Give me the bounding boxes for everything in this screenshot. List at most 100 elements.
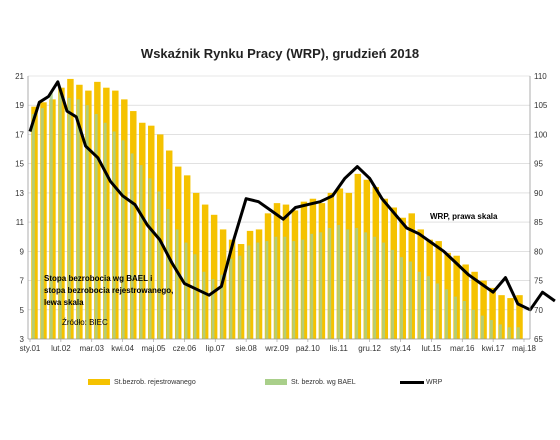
- bar-bael-31: [310, 233, 314, 339]
- bar-bael-46: [445, 289, 448, 339]
- x-tick-3: kwi.04: [111, 344, 134, 353]
- right-tick-3: 80: [534, 247, 543, 256]
- bar-bael-3: [58, 87, 62, 339]
- bar-bael-18: [193, 254, 197, 339]
- bar-bael-10: [121, 140, 125, 339]
- bar-bael-45: [436, 283, 439, 339]
- left-tick-6: 15: [15, 160, 24, 169]
- x-tick-16: maj.18: [512, 344, 537, 353]
- x-tick-11: gru.12: [358, 344, 381, 353]
- x-tick-10: lis.11: [330, 344, 349, 353]
- x-tick-15: kwi.17: [482, 344, 505, 353]
- bar-bael-29: [292, 241, 296, 339]
- bar-bael-22: [229, 258, 233, 339]
- annotation-unemployment-1: Stopa bezrobocia wg BAEL i: [44, 274, 152, 283]
- bar-bael-24: [247, 245, 251, 339]
- chart-title: Wskaźnik Rynku Pracy (WRP), grudzień 201…: [140, 46, 420, 61]
- bar-bael-38: [373, 236, 377, 339]
- right-tick-2: 75: [534, 277, 543, 286]
- bar-bael-40: [391, 249, 395, 339]
- bar-bael-48: [462, 301, 466, 339]
- bar-bael-54: [516, 327, 520, 339]
- bar-bael-16: [175, 229, 179, 339]
- bar-bael-41: [400, 257, 404, 339]
- x-tick-7: sie.08: [235, 344, 257, 353]
- bar-registered-50: [480, 280, 487, 339]
- left-tick-9: 21: [15, 72, 24, 81]
- bar-bael-25: [256, 242, 260, 339]
- bar-bael-39: [382, 242, 386, 339]
- left-tick-2: 7: [20, 277, 25, 286]
- bar-bael-9: [112, 131, 116, 339]
- bar-bael-2: [49, 92, 53, 339]
- annotations: WRP, prawa skala Stopa bezrobocia wg BAEL…: [44, 212, 498, 327]
- bar-bael-8: [103, 122, 107, 339]
- bar-bael-0: [31, 113, 35, 339]
- left-tick-5: 13: [15, 189, 24, 198]
- bar-registered-52: [498, 295, 505, 339]
- bar-series: [31, 78, 523, 340]
- bar-bael-23: [238, 255, 242, 339]
- bar-bael-34: [337, 225, 341, 339]
- bar-bael-4: [67, 97, 71, 340]
- bar-registered-49: [471, 271, 478, 339]
- x-tick-2: mar.03: [80, 344, 105, 353]
- right-tick-5: 90: [534, 189, 543, 198]
- wrp-line: [28, 80, 556, 312]
- right-tick-7: 100: [534, 130, 548, 139]
- x-tick-13: lut.15: [422, 344, 442, 353]
- annotation-wrp: WRP, prawa skala: [430, 212, 498, 221]
- bar-bael-21: [220, 274, 224, 339]
- bar-bael-50: [480, 315, 484, 339]
- bar-bael-43: [418, 271, 421, 339]
- left-tick-8: 19: [15, 101, 24, 110]
- right-tick-6: 95: [534, 160, 543, 169]
- bar-bael-49: [471, 309, 475, 339]
- bar-bael-51: [489, 320, 493, 339]
- bar-registered-53: [507, 298, 514, 339]
- bar-bael-36: [355, 227, 359, 339]
- bar-bael-14: [157, 191, 161, 339]
- left-tick-4: 11: [16, 218, 25, 227]
- x-tick-1: lut.02: [51, 344, 71, 353]
- bar-bael-47: [454, 296, 457, 339]
- annotation-unemployment-2: stopa bezrobocia rejestrowanego,: [44, 286, 173, 295]
- bar-bael-42: [409, 261, 413, 339]
- right-tick-8: 105: [534, 101, 548, 110]
- bar-registered-54: [516, 295, 523, 339]
- bar-bael-1: [40, 108, 44, 340]
- bar-bael-30: [301, 239, 305, 339]
- bar-bael-5: [76, 99, 80, 339]
- right-tick-0: 65: [534, 335, 543, 344]
- left-tick-7: 17: [15, 130, 24, 139]
- bar-bael-28: [283, 236, 287, 339]
- x-tick-6: lip.07: [206, 344, 226, 353]
- x-tick-9: paź.10: [296, 344, 321, 353]
- bar-bael-35: [346, 229, 350, 339]
- bar-bael-37: [364, 232, 368, 339]
- bar-bael-11: [130, 153, 134, 339]
- bar-bael-26: [265, 241, 269, 339]
- bar-bael-20: [211, 279, 215, 339]
- bar-bael-44: [427, 276, 430, 339]
- axes: 3 5 7 9 11 13 15 17 19 21 65 70 75 80 85 90 95 100 105 110 s…: [15, 72, 548, 353]
- bar-bael-7: [94, 113, 98, 339]
- x-tick-12: sty.14: [390, 344, 411, 353]
- x-tick-8: wrz.09: [264, 344, 289, 353]
- right-tick-1: 70: [534, 306, 543, 315]
- bar-bael-32: [319, 232, 323, 339]
- right-tick-4: 85: [534, 218, 543, 227]
- bar-bael-19: [202, 271, 206, 339]
- bar-registered-20: [210, 214, 218, 339]
- bar-bael-13: [148, 178, 152, 339]
- x-tick-0: sty.01: [20, 344, 41, 353]
- bar-bael-53: [507, 327, 511, 339]
- left-tick-3: 9: [20, 247, 25, 256]
- bar-bael-27: [274, 236, 278, 339]
- bar-bael-17: [184, 242, 188, 339]
- bar-bael-52: [498, 324, 502, 339]
- right-tick-9: 110: [534, 72, 547, 81]
- x-tick-4: maj.05: [141, 344, 166, 353]
- wrp-line-series: [28, 80, 556, 312]
